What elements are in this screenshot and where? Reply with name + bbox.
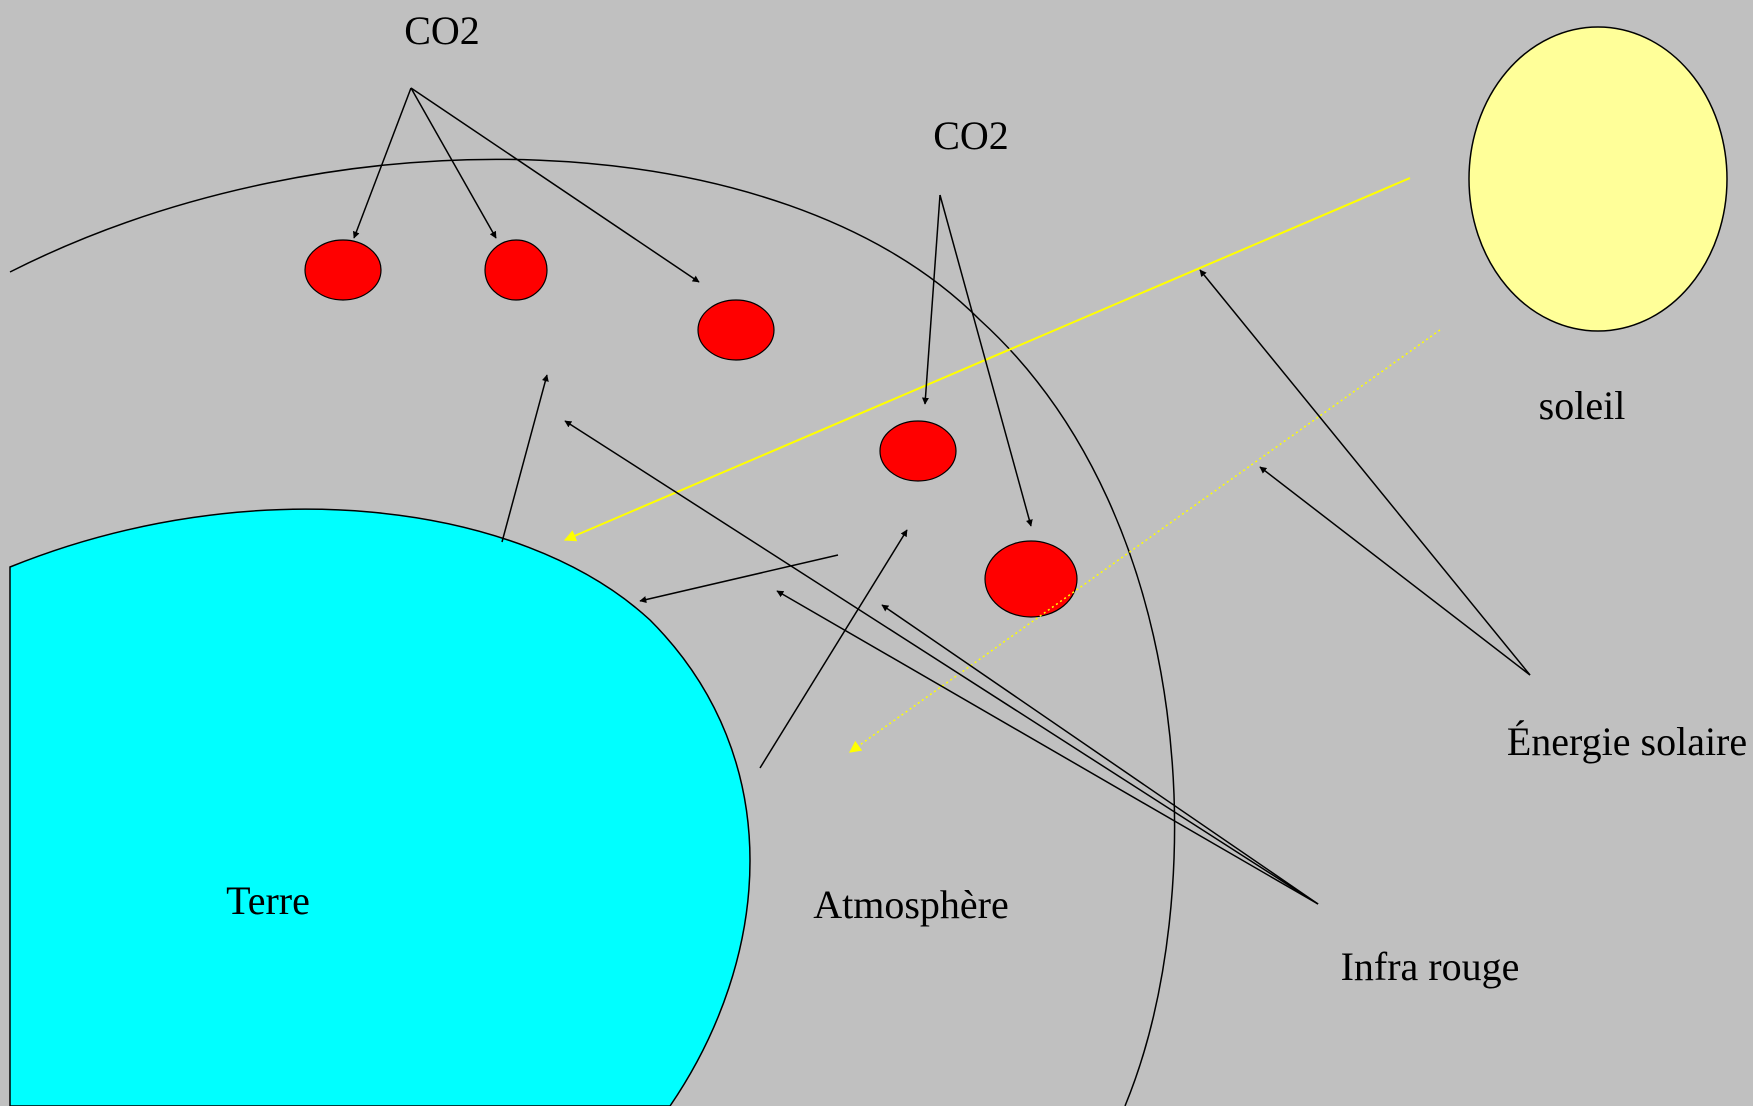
infrared-emission-arrow: [501, 374, 549, 543]
co2-label-mid: CO2: [933, 113, 1009, 158]
infrared-pointer-arrow: [881, 604, 1319, 905]
co2-label-top: CO2: [404, 8, 480, 53]
solar-energy-label: Énergie solaire: [1507, 719, 1747, 764]
solar-energy-pointer-arrow: [1259, 466, 1531, 676]
solar-energy-pointer-arrow: [1199, 269, 1531, 676]
solar-ray: [563, 177, 1411, 542]
co2-pointer-arrow: [410, 87, 497, 239]
atmosphere-outline: [9, 158, 1176, 1106]
co2-molecule: [697, 299, 775, 361]
earth-label: Terre: [226, 878, 310, 923]
infrared-pointer-arrow: [776, 590, 1319, 905]
sun-shape: [1468, 26, 1728, 332]
co2-pointer-arrow: [939, 194, 1033, 527]
earth-shape: [9, 508, 751, 1106]
atmosphere-label: Atmosphère: [813, 882, 1009, 927]
infrared-reflected-arrow: [639, 554, 839, 603]
sun-label: soleil: [1539, 383, 1626, 428]
co2-molecule: [484, 239, 548, 301]
co2-pointer-arrow: [410, 87, 700, 283]
co2-molecule: [879, 420, 957, 482]
infrared-emission-arrow: [759, 529, 908, 769]
co2-pointer-arrow: [921, 194, 941, 405]
co2-molecule: [984, 540, 1078, 618]
co2-pointer-arrow: [352, 87, 412, 239]
infrared-label: Infra rouge: [1341, 944, 1520, 989]
co2-molecule: [304, 239, 382, 301]
solar-ray-dotted: [849, 329, 1441, 753]
infrared-pointer-arrow: [564, 420, 1319, 905]
